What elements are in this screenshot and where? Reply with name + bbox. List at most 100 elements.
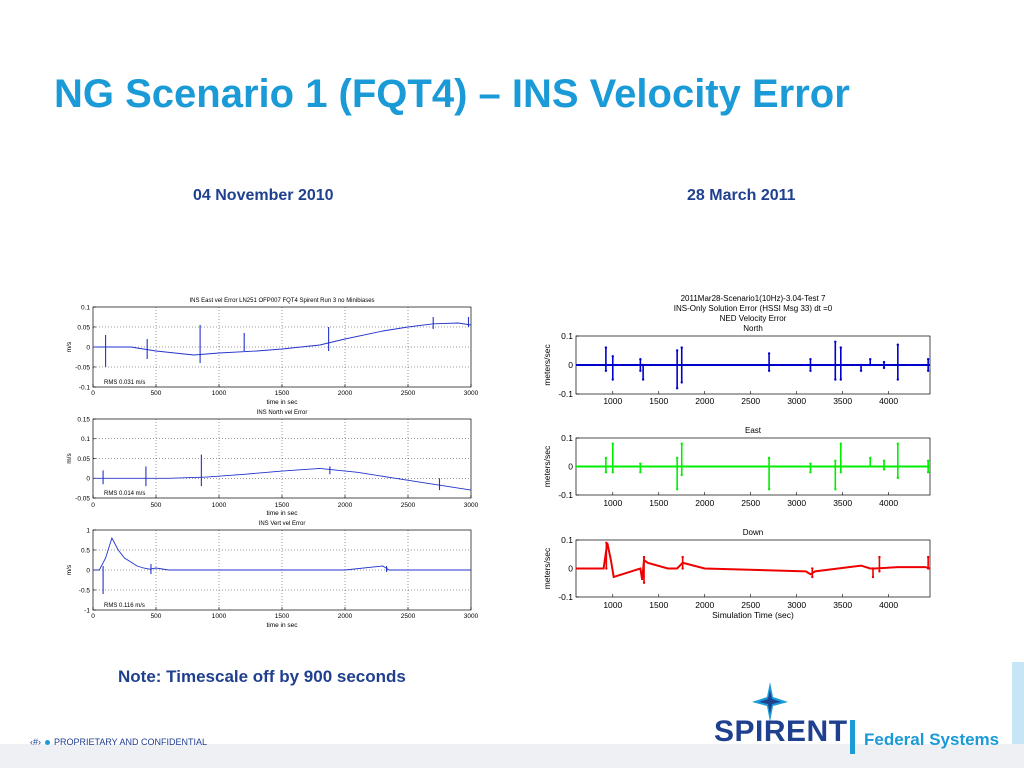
right-1-chart-subtitle2: NED Velocity Error: [720, 314, 787, 323]
right-1-spike-point: [926, 369, 930, 372]
right-3-spike-point: [681, 555, 684, 559]
right-1-chart-subtitle: INS-Only Solution Error (HSSI Msg 33) dt…: [674, 304, 833, 313]
right-1-spike-point: [639, 358, 642, 361]
right-2-spike-point: [896, 442, 900, 445]
right-1-xtick-label: 3500: [833, 396, 852, 406]
left-1-ytick-label: -0.1: [79, 384, 91, 391]
right-2-ytick-label: 0.1: [561, 433, 573, 443]
left-3-ylabel: m/s: [66, 564, 73, 575]
left-1-ytick-label: 0: [86, 344, 90, 351]
right-2-spike-point: [882, 468, 886, 471]
left-1-ytick-label: -0.05: [75, 364, 90, 371]
spirent-star-icon: [752, 682, 788, 722]
right-1-spike-point: [859, 369, 863, 372]
right-1-xtick-label: 2000: [695, 396, 714, 406]
right-2-ytick-label: 0: [568, 461, 573, 471]
right-1-spike-point: [882, 360, 886, 364]
right-3-xtick-label: 3500: [833, 600, 852, 610]
right-3-spike-point: [878, 570, 881, 573]
right-2-spike-point: [839, 471, 843, 474]
right-3-spike-point: [878, 555, 881, 559]
right-3-spike-point: [926, 567, 930, 570]
right-1-panel-title: North: [743, 324, 763, 333]
right-2-spike-point: [834, 459, 837, 462]
left-3-chart-title: INS Vert vel Error: [259, 521, 306, 527]
right-3-ytick-label: -0.1: [558, 592, 573, 602]
left-1-xtick-label: 2500: [401, 390, 416, 397]
left-2-rms-annotation: RMS 0.014 m/s: [104, 491, 145, 497]
right-1-spike-point: [809, 369, 812, 372]
spirent-logo: SPIRENT Federal Systems: [700, 680, 1024, 768]
left-3-ytick-label: 1: [86, 527, 90, 534]
left-heading: 04 November 2010: [193, 187, 334, 204]
left-3-ytick-label: -0.5: [79, 587, 91, 594]
right-3-xtick-label: 3000: [787, 600, 806, 610]
left-1-rms-annotation: RMS 0.031 m/s: [104, 380, 145, 386]
right-3-spike-point: [605, 541, 608, 545]
left-3-xtick-label: 2000: [338, 613, 353, 620]
page-marker: ‹#›: [30, 737, 41, 747]
left-3-xtick-label: 1000: [212, 613, 227, 620]
right-3-spike-point: [926, 555, 930, 559]
left-1-xtick-label: 500: [151, 390, 162, 397]
left-1-series-line: [93, 322, 472, 356]
left-2-xtick-label: 1500: [275, 502, 290, 509]
right-2-spike-point: [639, 462, 642, 465]
right-1-xtick-label: 1500: [649, 396, 668, 406]
right-1-chart-title: 2011Mar28-Scenario1(10Hz)-3.04-Test 7: [681, 294, 826, 303]
logo-suffix: Federal Systems: [864, 730, 1000, 749]
left-2-xtick-label: 500: [151, 502, 162, 509]
right-2-xtick-label: 1000: [603, 498, 622, 508]
right-1-spike-point: [839, 378, 843, 381]
right-1-spike-point: [839, 346, 843, 349]
right-3-xtick-label: 2000: [695, 600, 714, 610]
left-3-xtick-label: 0: [91, 613, 95, 620]
right-3-ytick-label: 0.1: [561, 535, 573, 545]
right-2-spike-point: [604, 456, 608, 460]
footer-dot: [45, 739, 50, 745]
right-2-spike-point: [611, 471, 614, 474]
left-3-series-line: [93, 536, 471, 571]
left-3-xtick-label: 2500: [401, 613, 416, 620]
right-1-spike-point: [611, 355, 614, 358]
right-2-spike-point: [767, 456, 771, 460]
left-2-ytick-label: 0.05: [77, 456, 90, 463]
right-1-spike-point: [604, 369, 608, 372]
right-3-xtick-label: 1000: [603, 600, 622, 610]
left-1-xlabel: time in sec: [266, 399, 298, 406]
right-1-spike-point: [611, 378, 614, 381]
right-1-spike-point: [834, 378, 837, 381]
right-1-spike-point: [882, 366, 886, 370]
right-1-xtick-label: 4000: [879, 396, 898, 406]
right-3-xtick-label: 4000: [879, 600, 898, 610]
left-1-xtick-label: 3000: [464, 390, 479, 397]
left-1-xtick-label: 2000: [338, 390, 353, 397]
left-3-xtick-label: 3000: [464, 613, 479, 620]
right-2-spike-point: [639, 471, 642, 474]
right-2-spike-point: [680, 442, 683, 445]
timescale-note: Note: Timescale off by 900 seconds: [118, 667, 406, 686]
left-2-ytick-label: -0.05: [75, 495, 90, 502]
left-1-ytick-label: 0.05: [77, 324, 90, 331]
right-2-ylabel: meters/sec: [542, 445, 552, 487]
right-1-spike-point: [896, 378, 900, 381]
right-2-spike-point: [611, 442, 614, 445]
right-1-spike-point: [926, 358, 930, 361]
right-3-ylabel: meters/sec: [542, 547, 552, 589]
right-3-spike-point: [681, 567, 684, 570]
right-1-spike-point: [675, 349, 679, 352]
left-1-xtick-label: 0: [91, 390, 95, 397]
right-1-spike-point: [869, 363, 872, 367]
logo-divider: [850, 720, 855, 754]
right-2-spike-point: [896, 476, 900, 480]
right-3-spike-point: [811, 575, 814, 579]
right-1-spike-point: [869, 358, 872, 361]
right-2-spike-point: [675, 488, 679, 491]
right-1-spike-point: [834, 340, 837, 343]
left-2-xtick-label: 2500: [401, 502, 416, 509]
right-3-series-line: [576, 542, 931, 581]
right-3-spike-point: [871, 567, 875, 570]
left-2-ytick-label: 0: [86, 476, 90, 483]
right-1-spike-point: [767, 352, 771, 355]
